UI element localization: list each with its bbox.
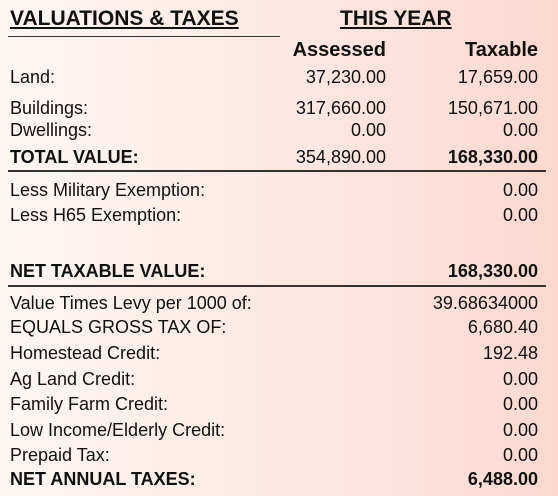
period-title: THIS YEAR: [340, 7, 452, 30]
section-title: VALUATIONS & TAXES: [10, 7, 239, 30]
assessed-value: 0.00: [350, 120, 386, 140]
divider: [8, 170, 546, 172]
taxable-value: 17,659.00: [457, 67, 538, 87]
row-label: NET TAXABLE VALUE:: [10, 261, 206, 281]
row-label: EQUALS GROSS TAX OF:: [10, 317, 227, 337]
taxable-value: 0.00: [502, 369, 538, 389]
taxable-value: 150,671.00: [447, 98, 538, 118]
divider: [8, 285, 546, 287]
row-label: Less Military Exemption:: [10, 180, 206, 200]
taxable-value: 0.00: [502, 420, 538, 440]
taxable-value: 6,680.40: [467, 317, 538, 337]
taxable-value: 0.00: [502, 394, 538, 414]
row-label: Dwellings:: [10, 120, 93, 140]
row-label: Family Farm Credit:: [10, 394, 169, 414]
assessed-value: 37,230.00: [305, 67, 386, 87]
header-rule: [8, 36, 280, 37]
column-header: Assessed: [292, 39, 386, 61]
row-label: Low Income/Elderly Credit:: [10, 420, 226, 440]
taxable-value: 0.00: [502, 205, 538, 225]
taxable-value: 168,330.00: [447, 147, 538, 167]
taxable-value: 0.00: [502, 445, 538, 465]
taxable-value: 192.48: [482, 343, 538, 363]
row-label: Prepaid Tax:: [10, 445, 110, 465]
row-label: Value Times Levy per 1000 of:: [10, 293, 252, 313]
taxable-value: 168,330.00: [447, 261, 538, 281]
row-label: Homestead Credit:: [10, 343, 161, 363]
row-label: Land:: [10, 67, 56, 87]
taxable-value: 6,488.00: [467, 469, 538, 489]
column-header: Taxable: [465, 39, 538, 61]
assessed-value: 354,890.00: [295, 147, 386, 167]
taxable-value: 0.00: [502, 120, 538, 140]
row-label: NET ANNUAL TAXES:: [10, 469, 196, 489]
row-label: Buildings:: [10, 98, 89, 118]
row-label: Ag Land Credit:: [10, 369, 136, 389]
assessed-value: 317,660.00: [295, 98, 386, 118]
row-label: TOTAL VALUE:: [10, 147, 139, 167]
row-label: Less H65 Exemption:: [10, 205, 182, 225]
taxable-value: 39.68634000: [432, 293, 538, 313]
taxable-value: 0.00: [502, 180, 538, 200]
